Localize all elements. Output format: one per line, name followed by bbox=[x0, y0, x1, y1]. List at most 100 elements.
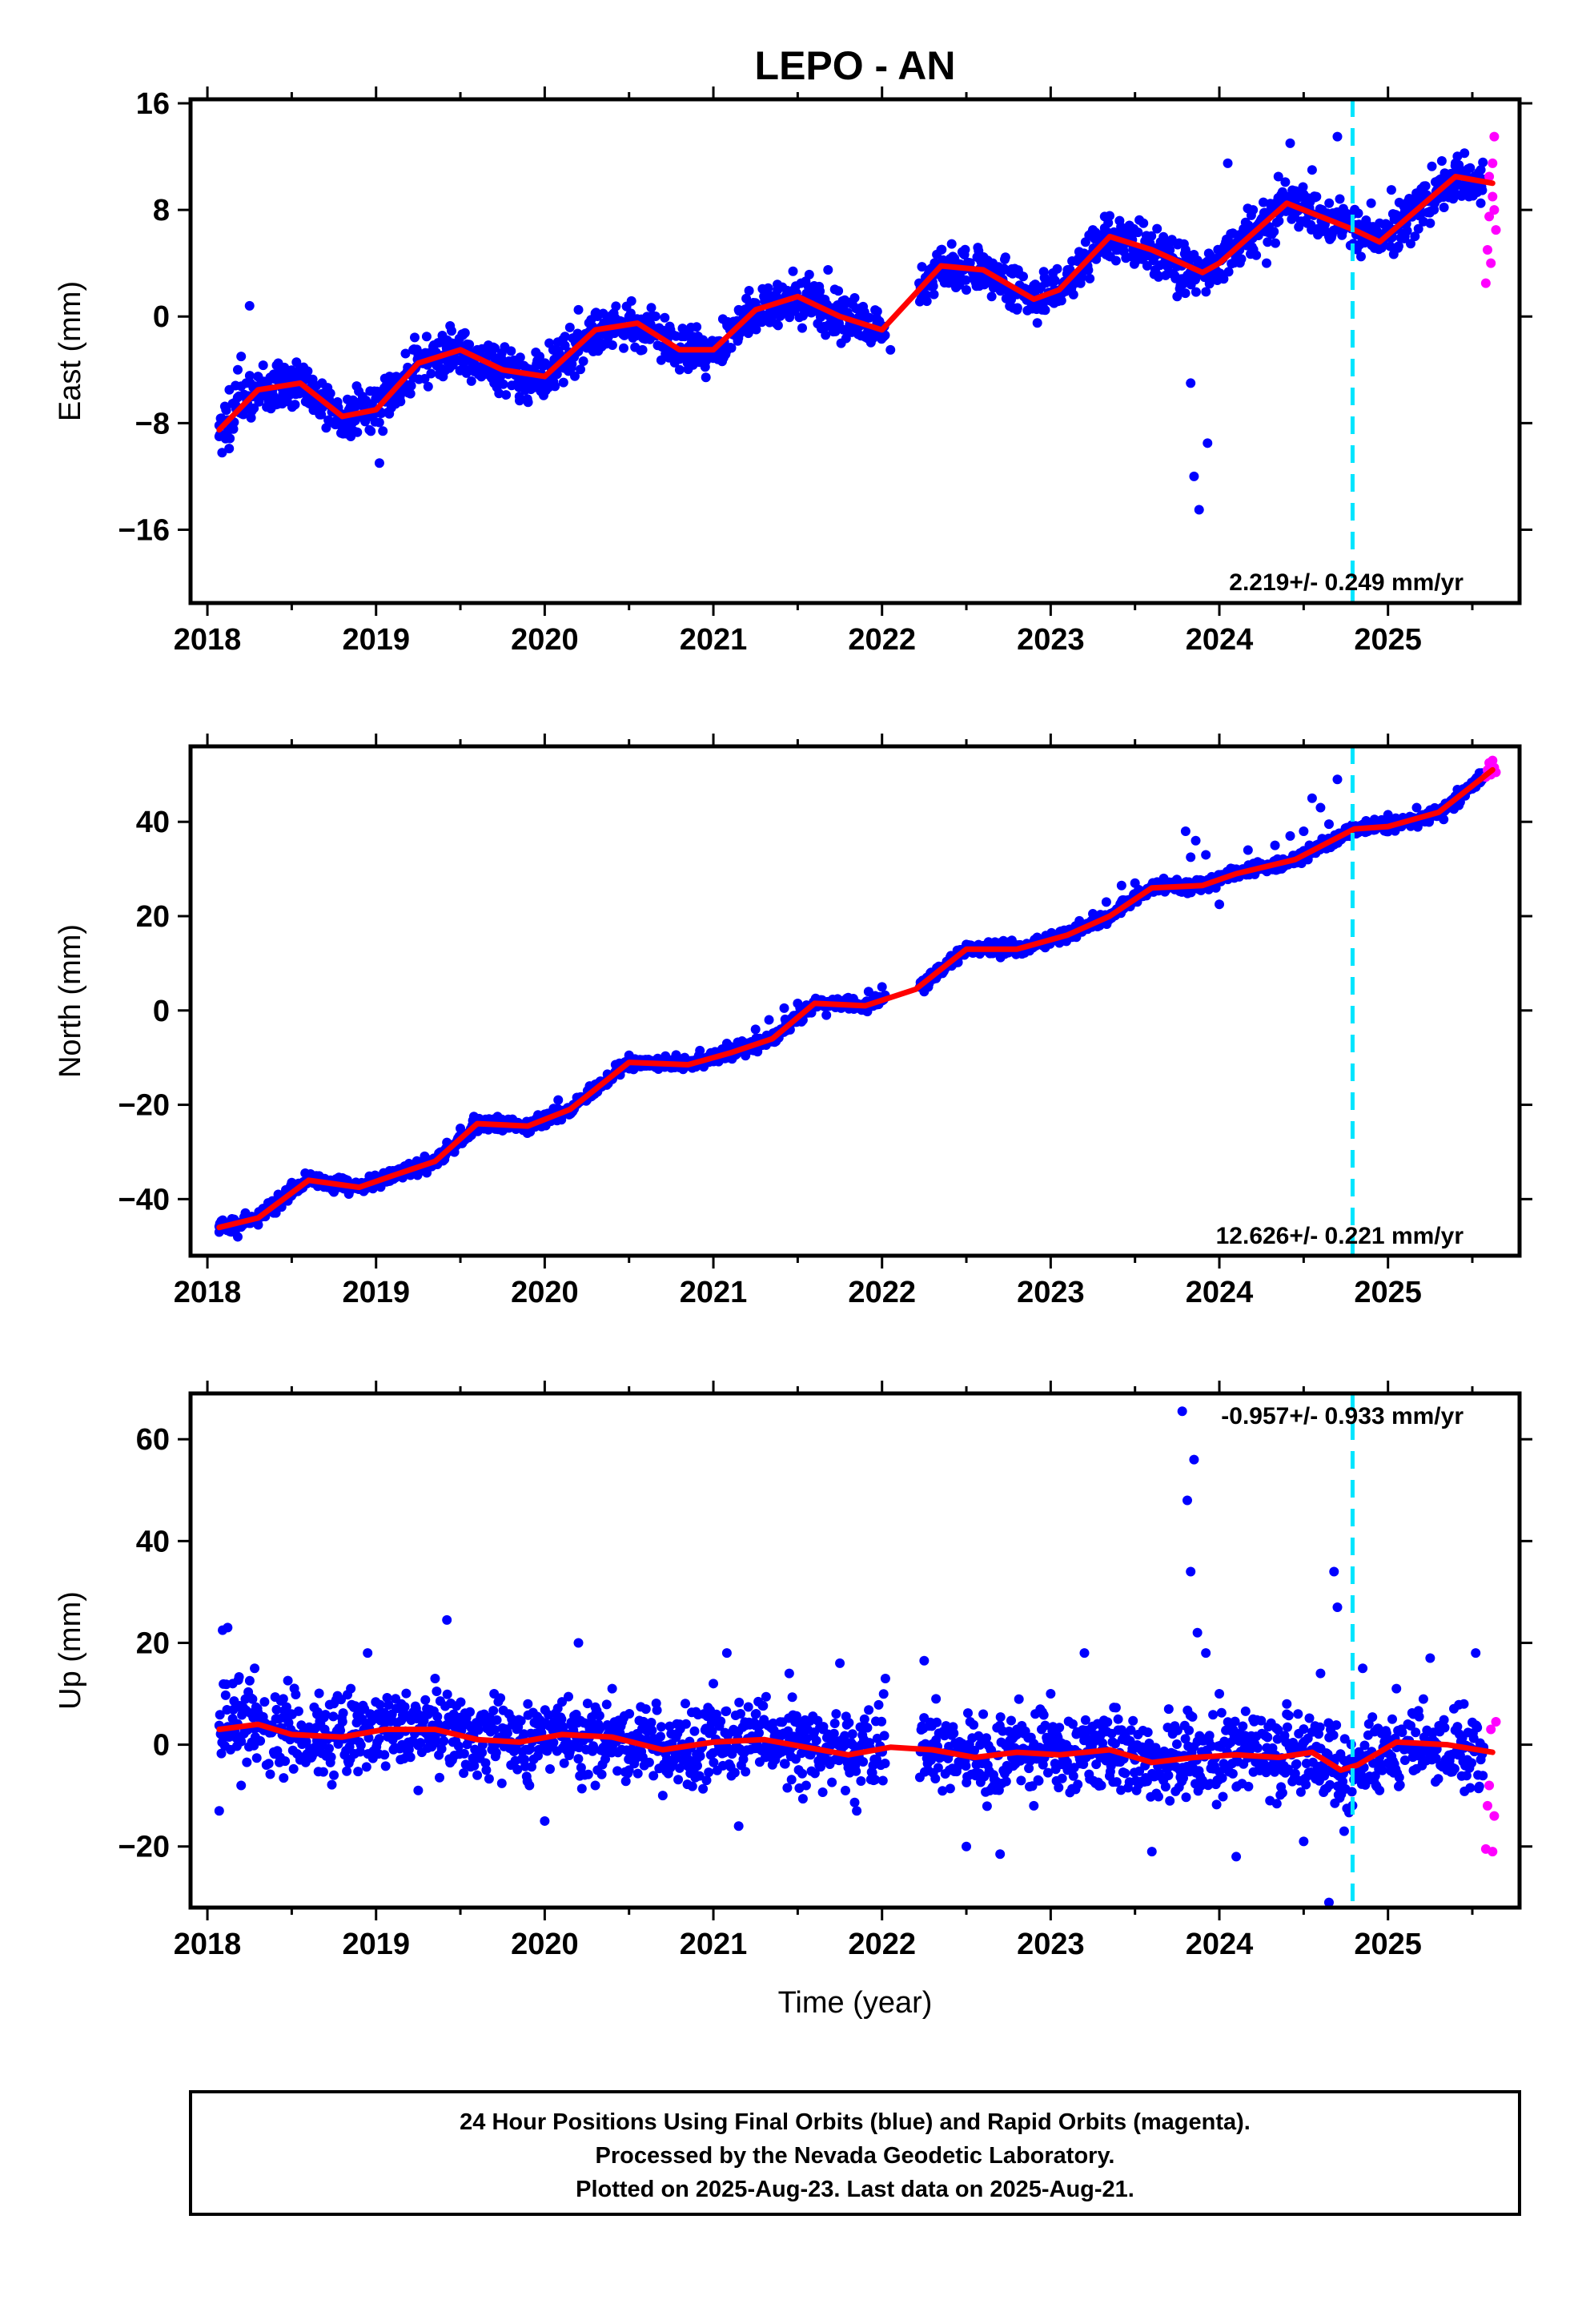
east-final-orbit-point bbox=[1236, 254, 1247, 264]
up-final-orbit-point bbox=[327, 1779, 337, 1790]
east-final-orbit-point bbox=[447, 326, 456, 336]
up-final-orbit-point bbox=[741, 1767, 751, 1777]
up-plot-area bbox=[214, 1393, 1501, 1908]
up-final-orbit-point bbox=[809, 1768, 820, 1779]
north-final-orbit-point bbox=[232, 1232, 243, 1242]
east-final-orbit-point bbox=[576, 364, 585, 375]
east-final-orbit-point bbox=[490, 343, 500, 353]
up-final-orbit-point bbox=[782, 1783, 793, 1793]
east-final-orbit-point bbox=[329, 418, 339, 428]
east-final-orbit-point bbox=[1189, 471, 1199, 481]
east-final-orbit-point bbox=[1113, 245, 1123, 255]
east-final-orbit-point bbox=[960, 244, 970, 255]
east-final-orbit-point bbox=[578, 356, 588, 366]
east-final-orbit-point bbox=[1083, 265, 1094, 275]
east-final-orbit-point bbox=[1000, 252, 1010, 263]
up-final-orbit-point bbox=[1034, 1775, 1044, 1786]
east-final-orbit-point bbox=[396, 396, 406, 407]
east-final-orbit-point bbox=[1413, 223, 1423, 234]
east-final-orbit-point bbox=[224, 384, 235, 395]
north-x-tick-label: 2019 bbox=[342, 1276, 410, 1309]
east-final-orbit-point bbox=[1427, 161, 1437, 171]
up-final-orbit-point bbox=[920, 1739, 930, 1749]
east-final-orbit-point bbox=[241, 378, 251, 388]
east-final-orbit-point bbox=[498, 379, 508, 389]
east-final-orbit-point bbox=[405, 388, 416, 399]
up-final-orbit-cloud bbox=[214, 1672, 1489, 1818]
up-final-orbit-point bbox=[247, 1694, 258, 1704]
up-final-orbit-point bbox=[862, 1723, 873, 1733]
up-final-orbit-point bbox=[632, 1768, 643, 1779]
east-final-orbit-point bbox=[835, 304, 845, 315]
up-final-orbit-point bbox=[673, 1775, 684, 1785]
north-final-orbit-point bbox=[1215, 899, 1225, 910]
east-final-orbit-point bbox=[515, 352, 525, 363]
east-final-orbit-point bbox=[763, 283, 773, 293]
north-y-axis-label: North (mm) bbox=[54, 924, 87, 1078]
east-final-orbit-point bbox=[744, 286, 754, 296]
up-final-orbit-point bbox=[646, 1718, 656, 1727]
east-final-orbit-point bbox=[1037, 304, 1047, 315]
east-final-orbit-point bbox=[501, 390, 512, 400]
east-final-orbit-point bbox=[570, 371, 580, 381]
east-final-orbit-point bbox=[1298, 182, 1308, 192]
up-final-orbit-point bbox=[594, 1711, 604, 1721]
up-final-orbit-point bbox=[704, 1767, 714, 1778]
east-final-orbit-point bbox=[1126, 251, 1137, 262]
east-y-tick-label: 0 bbox=[153, 300, 170, 334]
up-final-orbit-point bbox=[383, 1700, 394, 1710]
up-final-orbit-point bbox=[1054, 1723, 1065, 1733]
east-final-orbit-point bbox=[1194, 505, 1204, 515]
east-final-orbit-point bbox=[1203, 438, 1213, 448]
up-final-orbit-point bbox=[533, 1744, 544, 1755]
up-final-orbit-point bbox=[620, 1776, 631, 1787]
up-final-orbit-point bbox=[215, 1710, 225, 1720]
east-x-tick-label: 2018 bbox=[174, 623, 242, 657]
up-final-orbit-point bbox=[880, 1759, 890, 1768]
up-final-orbit-point bbox=[674, 1763, 685, 1773]
east-final-orbit-point bbox=[1099, 211, 1110, 222]
east-final-orbit-point bbox=[317, 378, 327, 388]
east-final-orbit-point bbox=[986, 292, 997, 302]
east-final-orbit-point bbox=[1299, 191, 1309, 202]
east-final-orbit-point bbox=[1465, 163, 1476, 173]
east-rapid-orbit-point bbox=[1484, 171, 1495, 182]
east-final-orbit-point bbox=[1056, 296, 1066, 306]
up-final-orbit-point bbox=[787, 1692, 797, 1703]
up-final-orbit-point bbox=[995, 1712, 1006, 1723]
up-final-orbit-point bbox=[761, 1691, 771, 1702]
north-final-orbit-point bbox=[1299, 826, 1309, 836]
east-final-orbit-point bbox=[506, 346, 516, 356]
east-final-orbit-point bbox=[291, 357, 302, 368]
north-x-tick-label: 2018 bbox=[174, 1276, 242, 1309]
north-final-orbit-point bbox=[1116, 880, 1126, 891]
east-final-orbit-point bbox=[316, 409, 327, 420]
up-final-orbit-point bbox=[1057, 1773, 1067, 1783]
east-final-orbit-point bbox=[225, 433, 235, 444]
up-final-orbit-point bbox=[469, 1760, 480, 1771]
east-final-orbit-point bbox=[1324, 198, 1335, 208]
up-final-orbit-point bbox=[244, 1675, 255, 1686]
up-final-orbit-point bbox=[877, 1716, 887, 1727]
east-final-orbit-point bbox=[745, 324, 756, 335]
north-final-orbit-point bbox=[1186, 852, 1196, 862]
up-final-orbit-point bbox=[758, 1701, 769, 1711]
east-final-orbit-point bbox=[1251, 250, 1262, 260]
east-final-orbit-point bbox=[1335, 194, 1345, 204]
east-x-tick-label: 2022 bbox=[848, 623, 916, 657]
east-final-orbit-point bbox=[815, 286, 825, 296]
east-final-orbit-point bbox=[1323, 231, 1334, 242]
up-final-orbit-point bbox=[949, 1728, 959, 1739]
up-final-orbit-point bbox=[491, 1747, 501, 1758]
east-final-orbit-point bbox=[1315, 205, 1326, 215]
east-final-orbit-point bbox=[357, 392, 367, 402]
north-rate-label: 12.626+/- 0.221 mm/yr bbox=[1216, 1223, 1464, 1249]
up-final-orbit-point bbox=[687, 1781, 697, 1791]
north-final-orbit-point bbox=[1032, 932, 1042, 943]
east-final-orbit-point bbox=[295, 364, 305, 375]
north-y-tick-label: 20 bbox=[136, 900, 170, 934]
up-final-orbit-point bbox=[932, 1717, 942, 1727]
east-final-orbit-point bbox=[1142, 260, 1152, 271]
up-final-orbit-point bbox=[432, 1711, 443, 1722]
up-panel: 2018 2019 2020 2021 2022 2023 2024 2025−2002040… bbox=[54, 1381, 1532, 1961]
